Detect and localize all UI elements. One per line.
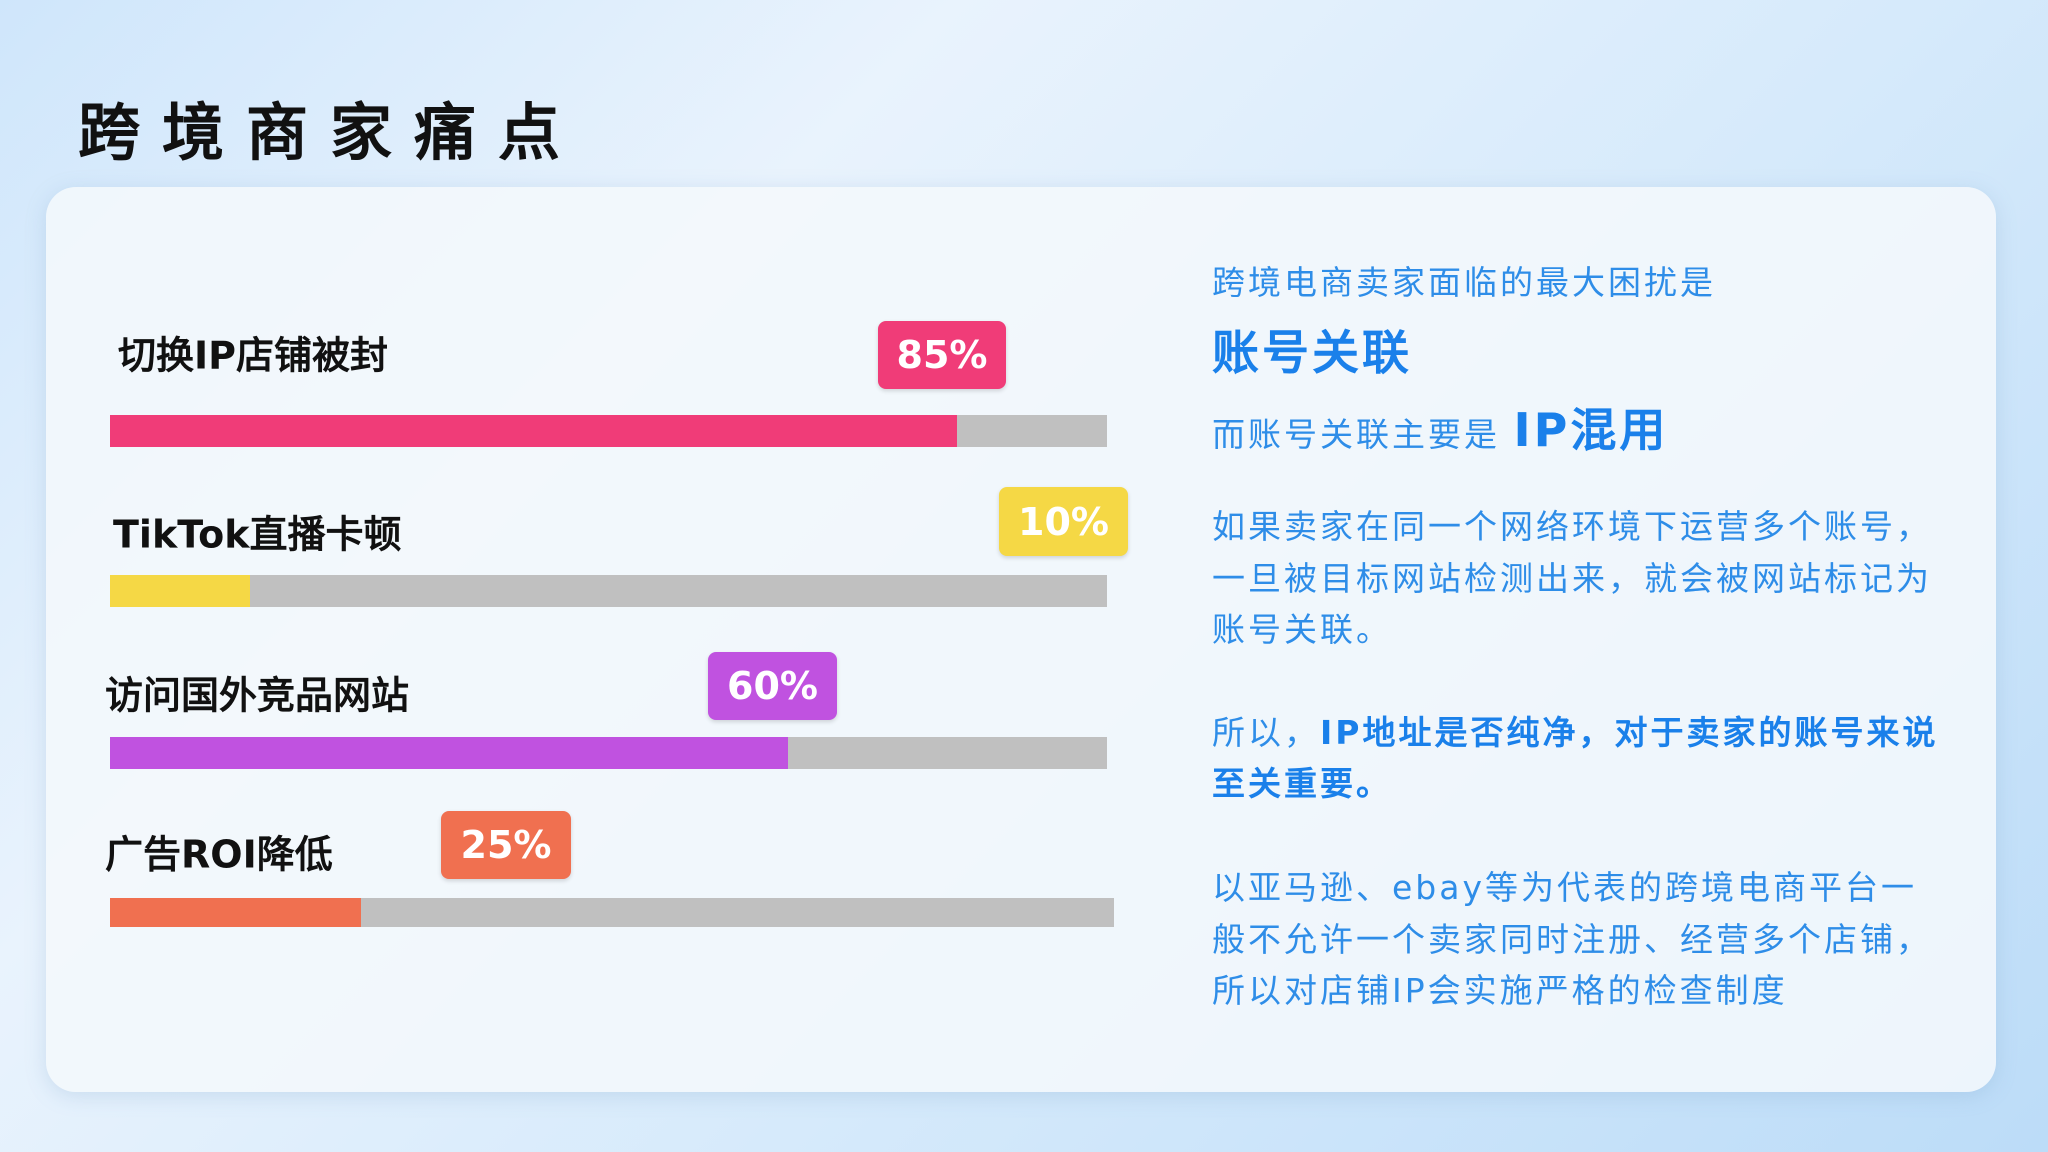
para1-line: 一旦被目标网站检测出来，就会被网站标记为: [1212, 559, 1932, 598]
progress-fill: [110, 575, 250, 607]
para2-bold-line2: 至关重要。: [1212, 764, 1392, 803]
para3-line: 以亚马逊、ebay等为代表的跨境电商平台一: [1212, 868, 1918, 907]
progress-track: [110, 575, 1107, 607]
highlight-account-association: 账号关联: [1212, 326, 1412, 381]
para2-prefix: 所以，: [1212, 713, 1320, 752]
progress-track: [110, 415, 1107, 447]
progress-fill: [110, 415, 958, 447]
row-label: TikTok直播卡顿: [113, 512, 402, 557]
percent-badge: 25%: [441, 811, 571, 879]
para3-line: 所以对店铺IP会实施严格的检查制度: [1212, 971, 1788, 1010]
row-label: 切换IP店铺被封: [118, 333, 388, 378]
ip-mix-line: 而账号关联主要是 IP混用: [1212, 394, 1668, 460]
progress-track: [110, 898, 1114, 927]
percent-badge: 60%: [708, 652, 837, 720]
para3-line: 般不允许一个卖家同时注册、经营多个店铺，: [1212, 920, 1932, 959]
intro-text: 跨境电商卖家面临的最大困扰是: [1212, 263, 1716, 302]
para2-line: 所以，IP地址是否纯净，对于卖家的账号来说: [1212, 706, 1938, 754]
ip-mix-bold: IP混用: [1513, 403, 1669, 457]
progress-track: [110, 737, 1107, 769]
row-label: 广告ROI降低: [105, 832, 333, 877]
ip-mix-prefix: 而账号关联主要是: [1212, 415, 1514, 454]
progress-fill: [110, 898, 361, 927]
para1-line: 账号关联。: [1212, 610, 1392, 649]
percent-badge: 10%: [999, 487, 1128, 556]
para1-line: 如果卖家在同一个网络环境下运营多个账号，: [1212, 507, 1932, 546]
percent-badge: 85%: [878, 321, 1006, 389]
content-card: [46, 187, 1996, 1092]
page-title: 跨境商家痛点: [78, 96, 583, 169]
para2-bold: IP地址是否纯净，对于卖家的账号来说: [1320, 713, 1939, 752]
progress-fill: [110, 737, 788, 769]
row-label: 访问国外竞品网站: [105, 673, 410, 718]
